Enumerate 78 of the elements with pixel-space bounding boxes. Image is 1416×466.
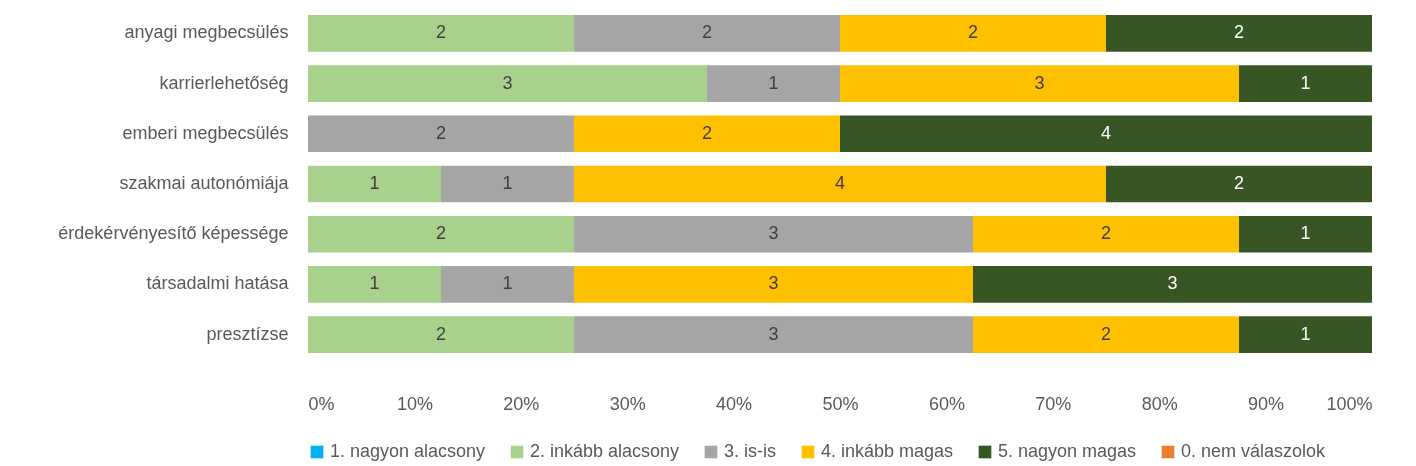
bar	[1239, 316, 1372, 353]
y-tick-label: társadalmi hatása	[146, 273, 290, 294]
annotation: 2	[435, 22, 447, 43]
bar	[441, 165, 574, 203]
annotation: 2	[435, 223, 447, 244]
annotation: 3	[1167, 273, 1178, 294]
annotation: 1	[768, 72, 779, 93]
annotation: 2	[435, 122, 447, 143]
bar	[840, 15, 1106, 52]
legend-label: 2. inkább alacsony	[530, 441, 680, 461]
annotation: 2	[435, 323, 447, 344]
annotation: 2	[1100, 223, 1112, 244]
x-tick-label: 30%	[609, 393, 646, 414]
annotation: 3	[768, 323, 779, 344]
legend-label: 4. inkább magas	[821, 441, 954, 461]
bar	[1106, 165, 1372, 203]
annotation: 2	[701, 122, 713, 143]
bar	[308, 15, 574, 52]
x-tick-label: 0%	[308, 393, 335, 414]
bar	[574, 115, 840, 153]
annotation: 3	[768, 223, 779, 244]
annotation: 2	[1233, 22, 1245, 43]
annotation: 1	[1300, 223, 1311, 244]
x-tick-label: 40%	[716, 393, 753, 414]
bar	[574, 266, 973, 303]
bar	[308, 316, 574, 353]
legend-label: 1. nagyon alacsony	[330, 441, 486, 461]
annotation: 1	[369, 273, 380, 294]
x-tick-label: 100%	[1326, 393, 1373, 414]
bar	[441, 266, 574, 303]
bar	[973, 316, 1239, 353]
x-tick-label: 80%	[1141, 393, 1178, 414]
bar	[308, 115, 574, 153]
bar	[574, 15, 840, 52]
y-tick-label: anyagi megbecsülés	[124, 22, 289, 43]
bar	[308, 65, 707, 102]
y-tick-label: emberi megbecsülés	[122, 122, 289, 143]
bar	[1239, 65, 1372, 102]
legend-label: 0. nem válaszolok	[1181, 441, 1327, 461]
annotation: 1	[369, 173, 380, 193]
bar	[707, 65, 840, 102]
bar	[574, 165, 1106, 203]
bar	[308, 266, 441, 303]
annotation: 4	[834, 173, 846, 193]
bar	[308, 215, 574, 253]
annotation: 1	[1300, 72, 1311, 93]
bar	[973, 215, 1239, 253]
legend-label: 5. nagyon magas	[998, 441, 1137, 461]
bar	[308, 165, 441, 203]
annotation: 2	[701, 22, 713, 43]
y-tick-label: érdekérvényesítő képessége	[58, 223, 289, 244]
legend-label: 3. is-is	[724, 441, 777, 461]
y-tick-label: szakmai autonómiája	[119, 173, 290, 193]
bar	[1239, 215, 1372, 253]
bar	[574, 215, 973, 253]
annotation: 1	[502, 273, 513, 294]
x-tick-label: 20%	[503, 393, 540, 414]
annotation: 3	[768, 273, 779, 294]
annotation: 2	[1233, 173, 1245, 193]
annotation: 1	[502, 173, 513, 193]
annotation: 2	[967, 22, 979, 43]
x-tick-label: 70%	[1035, 393, 1072, 414]
y-tick-label: karrierlehetőség	[159, 72, 289, 93]
annotation: 1	[1300, 323, 1311, 344]
bar	[973, 266, 1372, 303]
x-tick-label: 60%	[928, 393, 965, 414]
bar	[1106, 15, 1372, 52]
x-tick-label: 50%	[822, 393, 859, 414]
bar	[840, 115, 1372, 153]
annotation: 3	[1034, 72, 1045, 93]
bar	[840, 65, 1239, 102]
x-tick-label: 10%	[396, 393, 433, 414]
annotation: 2	[1100, 323, 1112, 344]
x-tick-label: 90%	[1248, 393, 1285, 414]
annotation: 4	[1100, 122, 1112, 143]
y-tick-label: presztízse	[206, 323, 289, 344]
annotation: 3	[502, 72, 513, 93]
bar	[574, 316, 973, 353]
